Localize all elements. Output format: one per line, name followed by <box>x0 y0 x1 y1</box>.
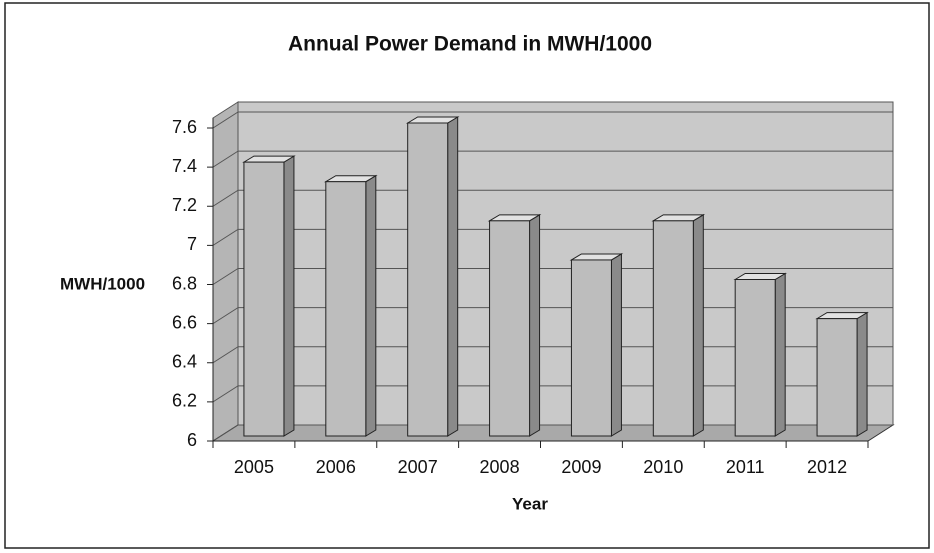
y-tick-label: 6.8 <box>172 273 197 293</box>
y-tick-label: 6.6 <box>172 312 197 332</box>
grid-line <box>212 346 239 364</box>
y-tick-label: 6 <box>187 430 197 450</box>
y-tick-label: 7.2 <box>172 195 197 215</box>
y-tick-label: 7.6 <box>172 117 197 137</box>
x-tick-label: 2007 <box>398 457 438 477</box>
bar <box>734 279 776 437</box>
bar <box>816 318 858 437</box>
grid-line <box>212 228 239 246</box>
y-tick-label: 6.4 <box>172 352 197 372</box>
bar <box>489 220 531 437</box>
grid-line <box>212 111 239 129</box>
bar-side <box>856 311 868 437</box>
y-tick-label: 7.4 <box>172 156 197 176</box>
bar <box>407 122 449 437</box>
side-wall <box>212 101 239 442</box>
x-tick-label: 2011 <box>726 457 765 477</box>
bar-side <box>283 155 295 437</box>
grid-line <box>212 150 239 168</box>
x-tick-label: 2010 <box>643 457 683 477</box>
y-axis-label: MWH/1000 <box>60 274 145 293</box>
floor <box>211 424 895 442</box>
bar <box>652 220 694 437</box>
bar <box>570 259 612 437</box>
bar-side <box>692 213 704 437</box>
grid-line <box>212 385 239 403</box>
grid-line <box>212 424 239 442</box>
chart-title: Annual Power Demand in MWH/1000 <box>288 33 652 56</box>
x-tick-label: 2006 <box>316 457 356 477</box>
bar-side <box>447 116 459 437</box>
x-tick-label: 2009 <box>561 457 601 477</box>
grid-line <box>212 268 239 285</box>
grid-line <box>212 307 239 325</box>
grid-line <box>212 189 239 207</box>
bar-side <box>610 253 622 437</box>
bar-side <box>529 213 541 437</box>
y-tick-label: 7 <box>187 234 197 254</box>
x-tick-label: 2008 <box>480 457 520 477</box>
bar <box>325 181 367 437</box>
bar <box>243 161 285 437</box>
bar-side <box>365 174 377 437</box>
x-tick-label: 2012 <box>807 457 847 477</box>
x-axis-label: Year <box>512 494 548 513</box>
x-tick-label: 2005 <box>234 457 274 477</box>
y-tick-label: 6.2 <box>172 391 197 411</box>
bar-side <box>774 272 786 437</box>
